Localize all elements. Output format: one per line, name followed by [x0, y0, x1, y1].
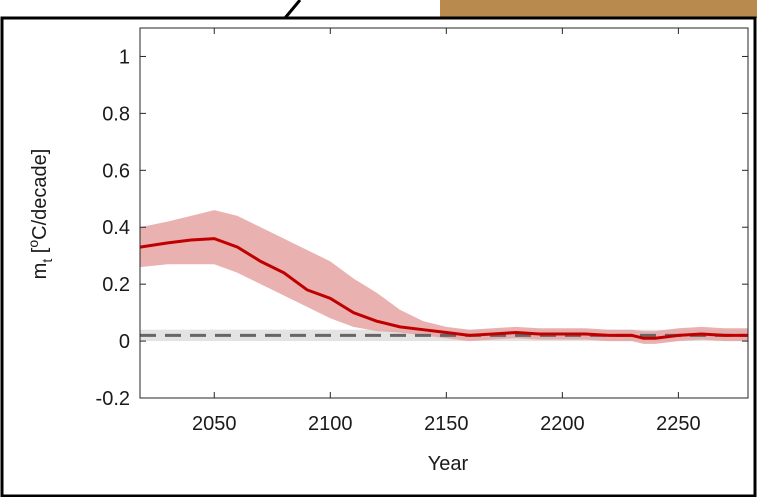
y-tick-label: 0.6 [102, 160, 130, 182]
y-tick-label: 1 [119, 46, 130, 68]
x-tick-label: 2250 [656, 413, 701, 435]
panel-frame [0, 16, 757, 498]
y-tick-label: 0.4 [102, 217, 130, 239]
x-axis-label: Year [428, 453, 469, 475]
y-tick-label: -0.2 [96, 388, 130, 410]
photo-strip [440, 0, 757, 18]
x-tick-label: 2050 [192, 413, 237, 435]
mean-line [139, 237, 748, 340]
pointer-line [283, 0, 302, 19]
y-axis-label: mt [oC/decade] [25, 149, 55, 280]
plot-box [139, 27, 749, 399]
x-tick-label: 2200 [540, 413, 585, 435]
uncertainty-band [140, 210, 748, 344]
y-tick-label: 0.8 [102, 103, 130, 125]
y-tick-label: 0 [119, 331, 130, 353]
x-tick-label: 2150 [424, 413, 469, 435]
x-tick-label: 2100 [308, 413, 353, 435]
y-label-post: C/decade] [29, 149, 51, 240]
y-tick-label: 0.2 [102, 274, 130, 296]
y-label-sup: o [25, 240, 41, 248]
y-label-pre: [ [29, 247, 51, 259]
y-label-main: m [29, 263, 51, 280]
y-label-sub: t [39, 259, 55, 263]
